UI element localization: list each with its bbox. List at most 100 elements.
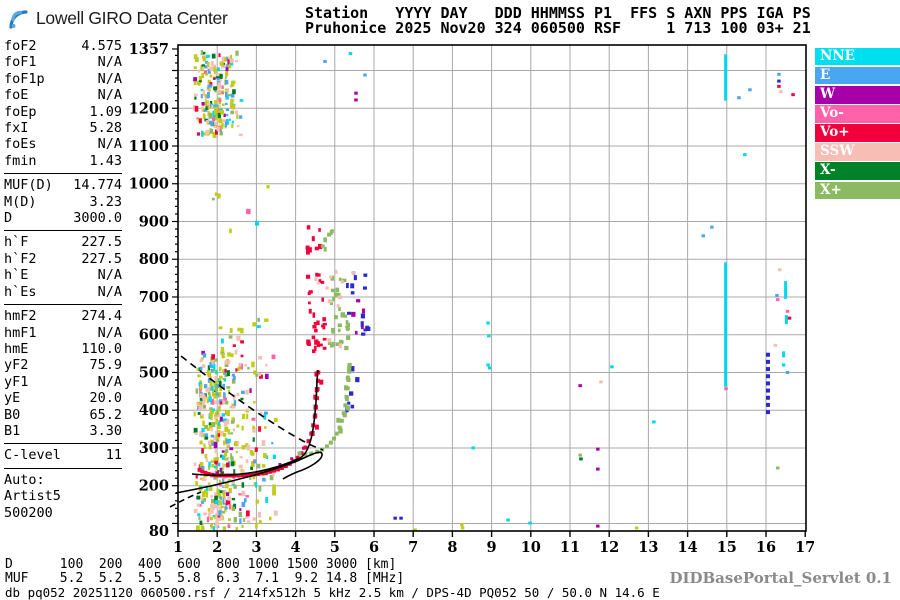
readout-separator [4,467,122,469]
y-axis-label: 1100 [129,138,169,155]
legend-item-nne: NNE [815,48,900,66]
readout-label: foEs [4,136,37,153]
y-axis-label: 1357 [129,41,169,58]
x-axis-label: 8 [447,539,457,556]
y-axis-label: 600 [139,327,169,344]
legend-item-vo: Vo+ [815,124,900,142]
readout-separator [4,443,122,445]
readout-row: B0 65.2 [4,407,122,423]
readout-value: N/A [97,324,122,341]
x-axis-label: 5 [330,539,340,556]
giro-waves-icon [7,5,33,31]
readout-value: N/A [97,267,122,284]
readout-label: D [4,210,13,227]
readout-label: MUF(D) [4,177,53,194]
readout-value: 65.2 [89,406,122,423]
readout-label: foF1 [4,54,37,71]
x-axis-label: 12 [599,539,619,556]
readout-value: N/A [97,283,122,300]
readout-row: foF1p N/A [4,71,122,87]
readout-row: yE 20.0 [4,390,122,406]
readout-value: 274.4 [81,308,122,325]
readout-row: C-level 11 [4,447,122,463]
y-axis-label: 800 [139,251,169,268]
readout-row: Artist5 [4,488,122,504]
readout-value: 227.5 [81,250,122,267]
readout-row: fxI 5.28 [4,120,122,136]
readout-row: Auto: [4,472,122,488]
scatter-layer [192,50,795,532]
readout-value: 3.30 [89,422,122,439]
readout-label: yF1 [4,373,29,390]
readout-row: h`E N/A [4,267,122,283]
dmuf-table: D 100 200 400 600 800 1000 1500 3000 [km… [5,558,404,585]
profile-hook [175,451,323,494]
legend-item-ssw: SSW [815,143,900,161]
x-axis-label: 1 [173,539,183,556]
readout-label: Auto: [4,471,45,488]
header-sounding-info: Station YYYY DAY DDD HHMMSS P1 FFS S AXN… [305,6,811,36]
x-axis-label: 10 [521,539,541,556]
readout-value: 110.0 [81,340,122,357]
readout-row: hmF2 274.4 [4,308,122,324]
readout-label: h`F2 [4,250,37,267]
readout-label: foF1p [4,70,45,87]
readout-row: h`Es N/A [4,284,122,300]
x-axis-label: 15 [717,539,737,556]
readout-label: h`F [4,234,29,251]
readout-row: hmF1 N/A [4,325,122,341]
readout-value: 3000.0 [73,210,122,227]
readout-row: yF2 75.9 [4,357,122,373]
x-axis-label: 4 [291,539,301,556]
readout-row: foF2 4.575 [4,38,122,54]
x-axis-label: 3 [251,539,261,556]
readout-label: foE [4,87,29,104]
readout-value: N/A [97,136,122,153]
x-axis-label: 17 [795,539,815,556]
app-logo[interactable]: Lowell GIRO Data Center [7,5,228,31]
readout-row: foEp 1.09 [4,104,122,120]
readout-separator [4,173,122,175]
readout-label: yE [4,390,21,407]
readout-value: 227.5 [81,234,122,251]
x-axis-label: 14 [678,539,698,556]
axis-layer: 1357120011001000900800700600500400300200… [129,41,816,556]
readout-row: foF1 N/A [4,54,122,70]
y-axis-label: 1000 [129,176,169,193]
x-axis-label: 6 [369,539,379,556]
legend-item-x: X- [815,162,900,180]
readout-value: N/A [97,373,122,390]
readout-row: fmin 1.43 [4,153,122,169]
readout-row: 500200 [4,505,122,521]
header-line-1: Station YYYY DAY DDD HHMMSS P1 FFS S AXN… [305,4,811,22]
servlet-version-label: DIDBasePortal_Servlet 0.1 [669,569,892,587]
readout-value: 3.23 [89,193,122,210]
readout-label: fxI [4,120,29,137]
legend-item-e: E [815,67,900,85]
readout-row: h`F 227.5 [4,234,122,250]
readout-label: Artist5 [4,488,61,505]
x-axis-label: 16 [756,539,776,556]
readout-row: M(D) 3.23 [4,194,122,210]
readout-value: 1.09 [89,103,122,120]
readout-row: D 3000.0 [4,210,122,226]
y-axis-label: 200 [139,478,169,495]
dmuf-muf-row: MUF 5.2 5.2 5.5 5.8 6.3 7.1 9.2 14.8 [MH… [5,570,405,586]
curve-layer [169,355,324,508]
readout-row: B1 3.30 [4,423,122,439]
readout-value: N/A [97,87,122,104]
readout-row: MUF(D) 14.774 [4,177,122,193]
x-axis-label: 2 [212,539,222,556]
y-axis-label: 500 [139,364,169,381]
grid-layer [178,45,806,531]
x-axis-label: 7 [408,539,418,556]
readout-value: 14.774 [73,177,122,194]
readout-label: h`E [4,267,29,284]
y-axis-label: 900 [139,213,169,230]
readout-separator [4,230,122,232]
readout-label: foEp [4,103,37,120]
legend-item-vo: Vo- [815,105,900,123]
legend-item-x: X+ [815,181,900,199]
readout-value: 5.28 [89,120,122,137]
